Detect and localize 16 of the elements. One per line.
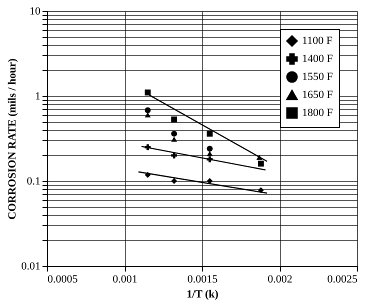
y-tick-label: 0.01 (21, 260, 40, 272)
x-axis-title: 1/T (k) (186, 288, 219, 300)
x-tick-label: 0.0025 (327, 274, 358, 286)
legend-label: 1100 F (302, 35, 332, 47)
y-tick-label: 1 (35, 90, 40, 102)
x-tick-label: 0.001 (112, 274, 138, 286)
y-tick-label: 0.1 (26, 176, 40, 188)
legend-label: 1650 F (302, 89, 333, 101)
x-tick-label: 0.002 (268, 274, 292, 286)
legend-label: 1400 F (302, 53, 333, 65)
y-axis-title: CORROSION RATE (mils / hour) (6, 58, 18, 220)
x-tick-label: 0.0015 (187, 274, 218, 286)
x-tick-label: 0.0005 (48, 274, 78, 286)
legend-label: 1800 F (302, 107, 333, 119)
legend-label: 1550 F (302, 71, 333, 83)
y-tick-label: 10 (30, 6, 41, 18)
